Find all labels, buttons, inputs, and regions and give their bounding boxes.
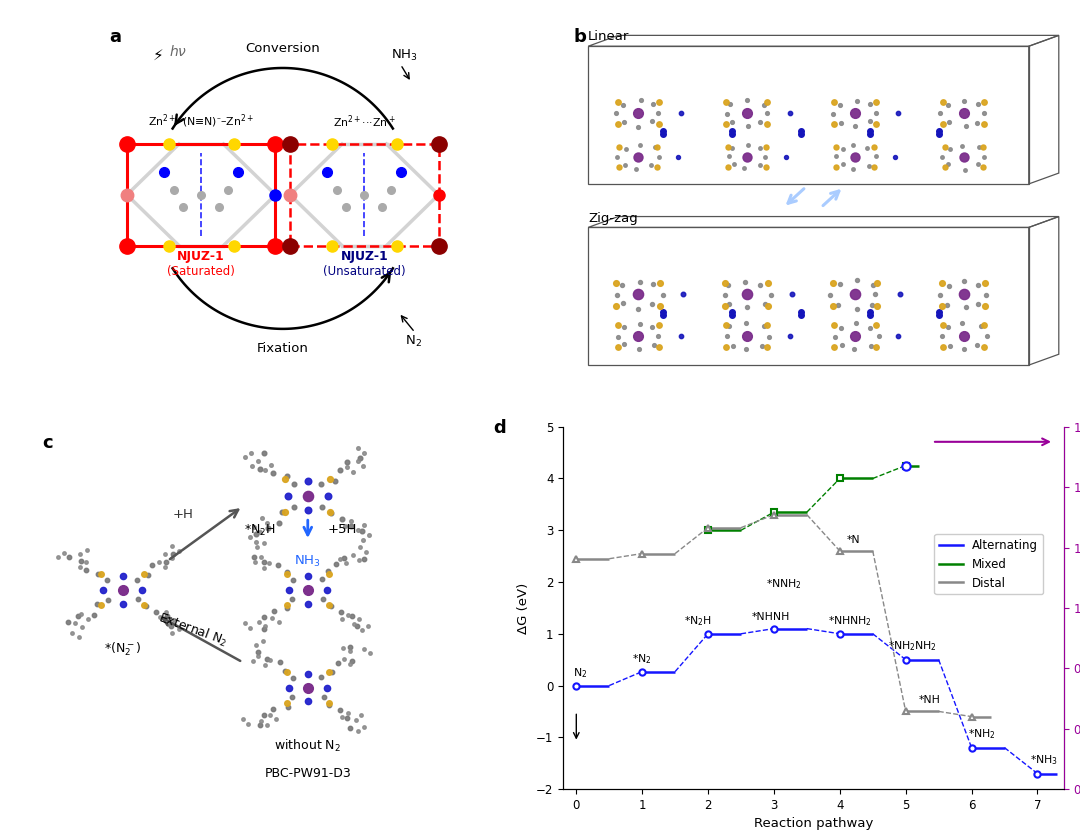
Text: NH$_3$: NH$_3$ <box>391 48 418 63</box>
Text: +H: +H <box>172 508 193 521</box>
Text: d: d <box>494 419 505 438</box>
Text: NH$_3$: NH$_3$ <box>295 554 321 569</box>
Text: Conversion: Conversion <box>245 43 320 55</box>
Bar <box>291 144 438 245</box>
Text: *NH$_2$NH$_2$: *NH$_2$NH$_2$ <box>888 640 936 654</box>
Text: *NNH$_2$: *NNH$_2$ <box>766 578 801 591</box>
Text: *N: *N <box>847 534 860 544</box>
Text: *NH: *NH <box>919 696 941 706</box>
Legend: Alternating, Mixed, Distal: Alternating, Mixed, Distal <box>934 534 1043 595</box>
Text: $h\nu$: $h\nu$ <box>168 44 187 59</box>
Text: *N$_2$: *N$_2$ <box>632 653 652 666</box>
Text: *(N$_2^-$): *(N$_2^-$) <box>104 640 141 658</box>
Text: NJUZ-1: NJUZ-1 <box>177 250 225 263</box>
Text: without N$_2$: without N$_2$ <box>274 738 341 755</box>
Text: *NHNH$_2$: *NHNH$_2$ <box>828 614 872 628</box>
Text: c: c <box>42 434 53 452</box>
Text: +5H: +5H <box>328 524 357 537</box>
Text: b: b <box>573 28 586 46</box>
Text: External N$_2$: External N$_2$ <box>156 610 229 650</box>
Text: Linear: Linear <box>589 30 630 43</box>
Text: *N$_2$H: *N$_2$H <box>685 614 712 628</box>
Y-axis label: ΔG (eV): ΔG (eV) <box>517 582 530 634</box>
Text: *NH$_2$: *NH$_2$ <box>968 727 995 741</box>
Text: N$_2$: N$_2$ <box>405 334 421 349</box>
Text: (Saturated): (Saturated) <box>167 266 235 278</box>
Text: ⚡: ⚡ <box>152 48 163 63</box>
Text: a: a <box>109 28 121 46</box>
Text: Zn$^{2+}$···Zn$^+$: Zn$^{2+}$···Zn$^+$ <box>333 113 395 129</box>
X-axis label: Reaction pathway: Reaction pathway <box>754 817 873 830</box>
Text: *NHNH: *NHNH <box>752 612 789 622</box>
Bar <box>127 144 275 245</box>
Text: *NH$_3$: *NH$_3$ <box>1030 753 1058 767</box>
Text: N$_2$: N$_2$ <box>573 666 588 681</box>
Text: (Unsaturated): (Unsaturated) <box>323 266 406 278</box>
Text: Zig-zag: Zig-zag <box>589 212 638 225</box>
Text: PBC-PW91-D3: PBC-PW91-D3 <box>265 767 351 781</box>
Text: NJUZ-1: NJUZ-1 <box>340 250 388 263</box>
Text: *N$_2$H: *N$_2$H <box>244 523 276 538</box>
Text: Zn$^{2+}$–(N≡N)$^–$–Zn$^{2+}$: Zn$^{2+}$–(N≡N)$^–$–Zn$^{2+}$ <box>148 112 254 129</box>
Text: Fixation: Fixation <box>257 342 309 355</box>
